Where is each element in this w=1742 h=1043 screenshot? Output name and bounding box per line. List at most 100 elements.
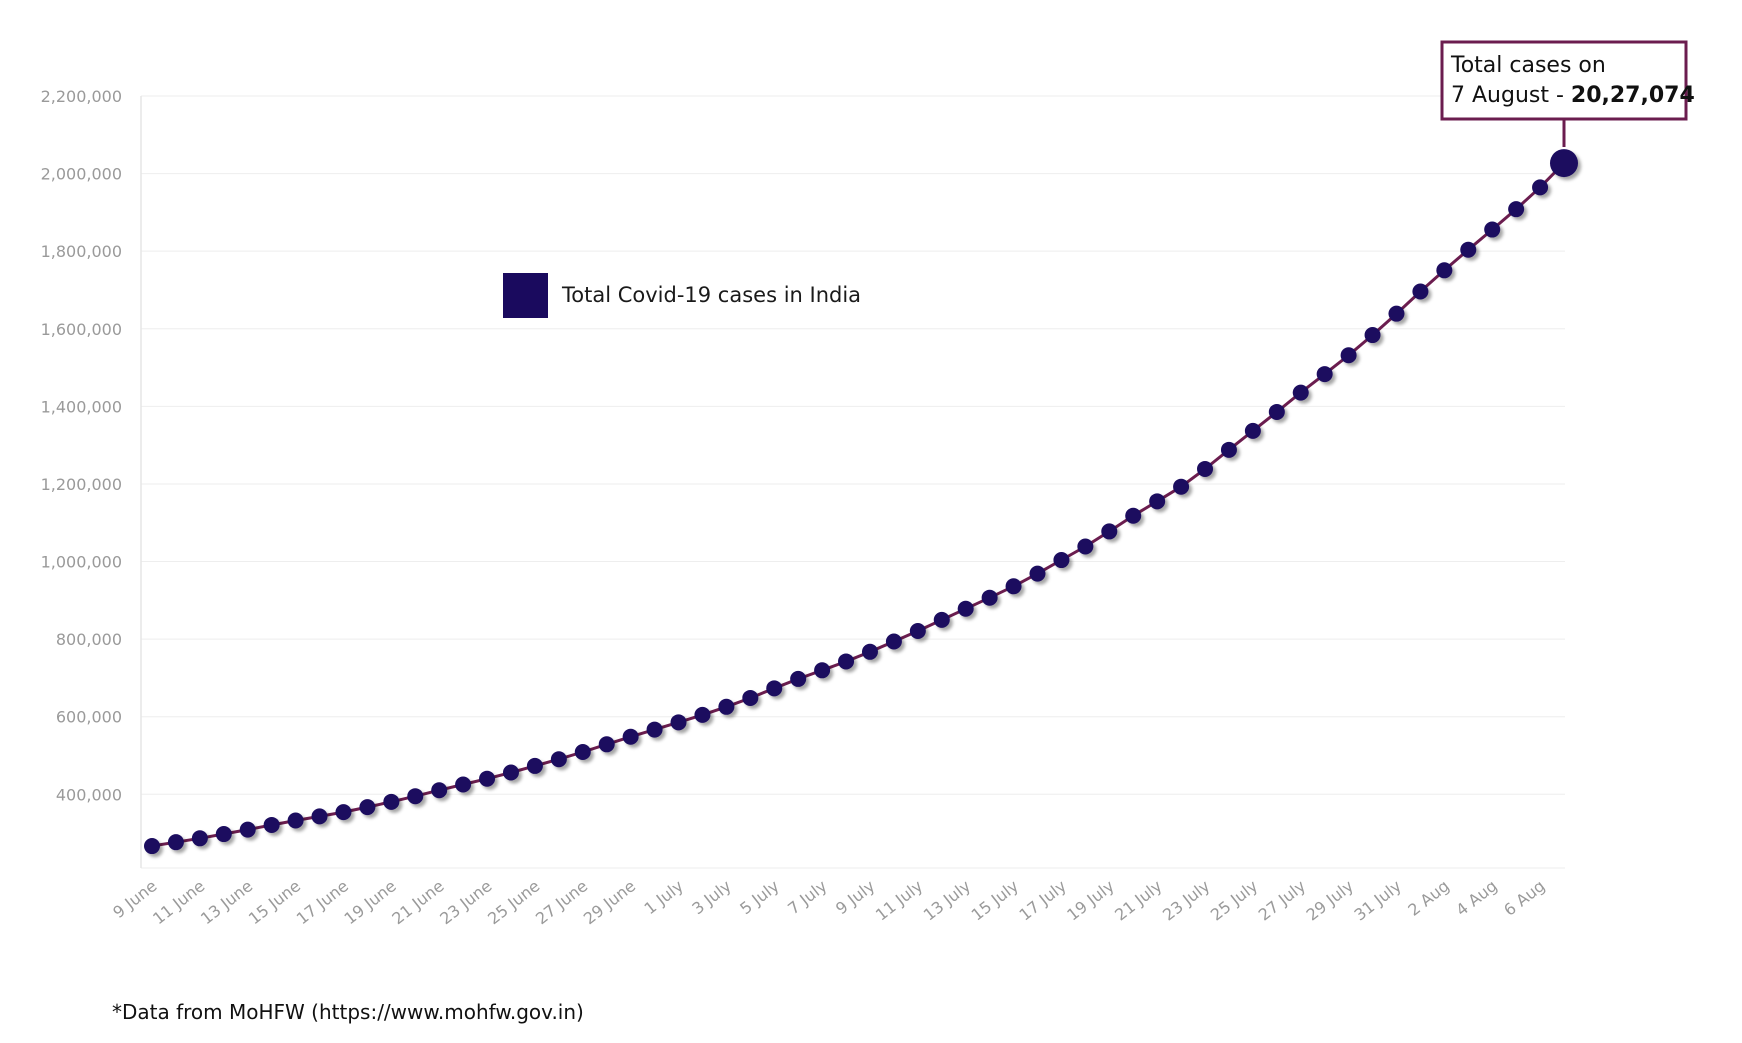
x-tick-label: 13 June	[197, 876, 256, 928]
data-point	[646, 721, 663, 738]
x-tick-label: 31 July	[1351, 876, 1405, 924]
callout-line-1: Total cases on	[1450, 53, 1606, 78]
x-tick-label: 13 July	[920, 876, 974, 924]
x-tick-label: 25 July	[1207, 876, 1261, 924]
data-point	[335, 804, 352, 821]
x-tick-label: 29 July	[1303, 876, 1357, 924]
y-tick-label: 800,000	[56, 630, 122, 649]
data-point	[694, 706, 711, 723]
data-point	[1220, 441, 1237, 458]
data-point	[1053, 552, 1070, 569]
x-tick-label: 15 July	[968, 876, 1022, 924]
callout-line-2: 7 August - 20,27,074	[1451, 83, 1695, 108]
data-point	[1412, 283, 1429, 300]
data-point	[933, 611, 950, 628]
data-point	[1340, 347, 1357, 364]
data-point	[574, 744, 591, 761]
data-point	[431, 782, 448, 799]
data-point	[838, 653, 855, 670]
x-tick-label: 25 June	[484, 876, 543, 928]
data-point	[909, 623, 926, 640]
data-point	[1005, 578, 1022, 595]
data-point	[1292, 384, 1309, 401]
x-tick-label: 3 July	[688, 876, 734, 918]
data-point	[359, 799, 376, 816]
x-tick-label: 6 Aug	[1500, 876, 1548, 920]
data-point	[1077, 538, 1094, 555]
callout-value: 20,27,074	[1571, 83, 1695, 108]
data-point	[144, 838, 160, 855]
data-point	[263, 816, 280, 833]
y-tick-label: 1,400,000	[41, 397, 122, 416]
data-point	[215, 826, 232, 843]
data-point	[1173, 478, 1190, 495]
series-line-layer	[151, 162, 1566, 848]
x-tick-label: 2 Aug	[1404, 876, 1452, 920]
y-tick-label: 1,800,000	[41, 242, 122, 261]
data-point	[311, 808, 328, 825]
data-point	[742, 689, 759, 706]
data-point	[550, 751, 567, 768]
latest-total-callout: Total cases on 7 August - 20,27,074	[1440, 40, 1695, 147]
x-tick-label: 29 June	[580, 876, 639, 928]
data-point	[1197, 460, 1214, 477]
data-point	[1532, 179, 1549, 196]
legend-swatch	[503, 273, 548, 318]
callout-date: 7 August -	[1451, 83, 1571, 108]
data-point	[383, 793, 400, 810]
x-tick-label: 27 July	[1255, 876, 1309, 924]
data-point	[191, 830, 208, 847]
data-point	[598, 736, 615, 753]
x-tick-label: 11 June	[149, 876, 208, 928]
data-point	[1244, 422, 1261, 439]
grid-lines	[141, 95, 1565, 869]
series-points	[144, 149, 1578, 855]
data-point	[861, 643, 878, 660]
data-point	[239, 821, 256, 838]
x-tick-label: 15 June	[245, 876, 304, 928]
data-point	[1101, 523, 1118, 540]
legend: Total Covid-19 cases in India	[503, 273, 861, 318]
x-tick-label: 4 Aug	[1452, 876, 1500, 920]
y-tick-label: 1,600,000	[41, 320, 122, 339]
data-point	[1436, 262, 1453, 279]
x-tick-label: 27 June	[532, 876, 591, 928]
x-tick-label: 7 July	[784, 876, 830, 918]
data-point	[1364, 327, 1381, 344]
data-point	[167, 834, 184, 851]
x-tick-label: 21 June	[388, 876, 447, 928]
series-line	[151, 162, 1566, 848]
data-point	[1125, 507, 1142, 524]
x-tick-label: 11 July	[872, 876, 926, 924]
x-tick-label: 17 June	[293, 876, 352, 928]
x-tick-label: 1 July	[641, 876, 687, 918]
y-tick-label: 2,000,000	[41, 165, 122, 184]
data-point	[1484, 221, 1501, 238]
x-tick-label: 19 July	[1063, 876, 1117, 924]
data-point	[407, 788, 424, 805]
data-point	[1268, 403, 1285, 420]
data-point	[1388, 305, 1405, 322]
y-tick-label: 2,200,000	[41, 87, 122, 106]
x-tick-label: 5 July	[736, 876, 782, 918]
y-tick-label: 1,200,000	[41, 475, 122, 494]
x-tick-label: 19 June	[341, 876, 400, 928]
x-tick-label: 21 July	[1111, 876, 1165, 924]
data-point	[981, 589, 998, 606]
data-point	[622, 728, 639, 745]
data-point	[526, 757, 543, 774]
callout-box	[1440, 40, 1688, 121]
y-tick-label: 1,000,000	[41, 553, 122, 572]
y-tick-label: 600,000	[56, 708, 122, 727]
data-point	[1029, 565, 1046, 582]
data-point	[455, 776, 472, 793]
data-point	[670, 714, 687, 731]
data-point	[790, 670, 807, 687]
y-axis-ticks: 400,000 600,000 800,000 1,000,000 1,200,000 1…	[41, 87, 122, 804]
data-point	[766, 680, 783, 697]
data-point	[885, 633, 902, 650]
x-tick-label: 9 July	[832, 876, 878, 918]
x-tick-label: 17 July	[1015, 876, 1069, 924]
x-tick-label: 23 June	[436, 876, 495, 928]
